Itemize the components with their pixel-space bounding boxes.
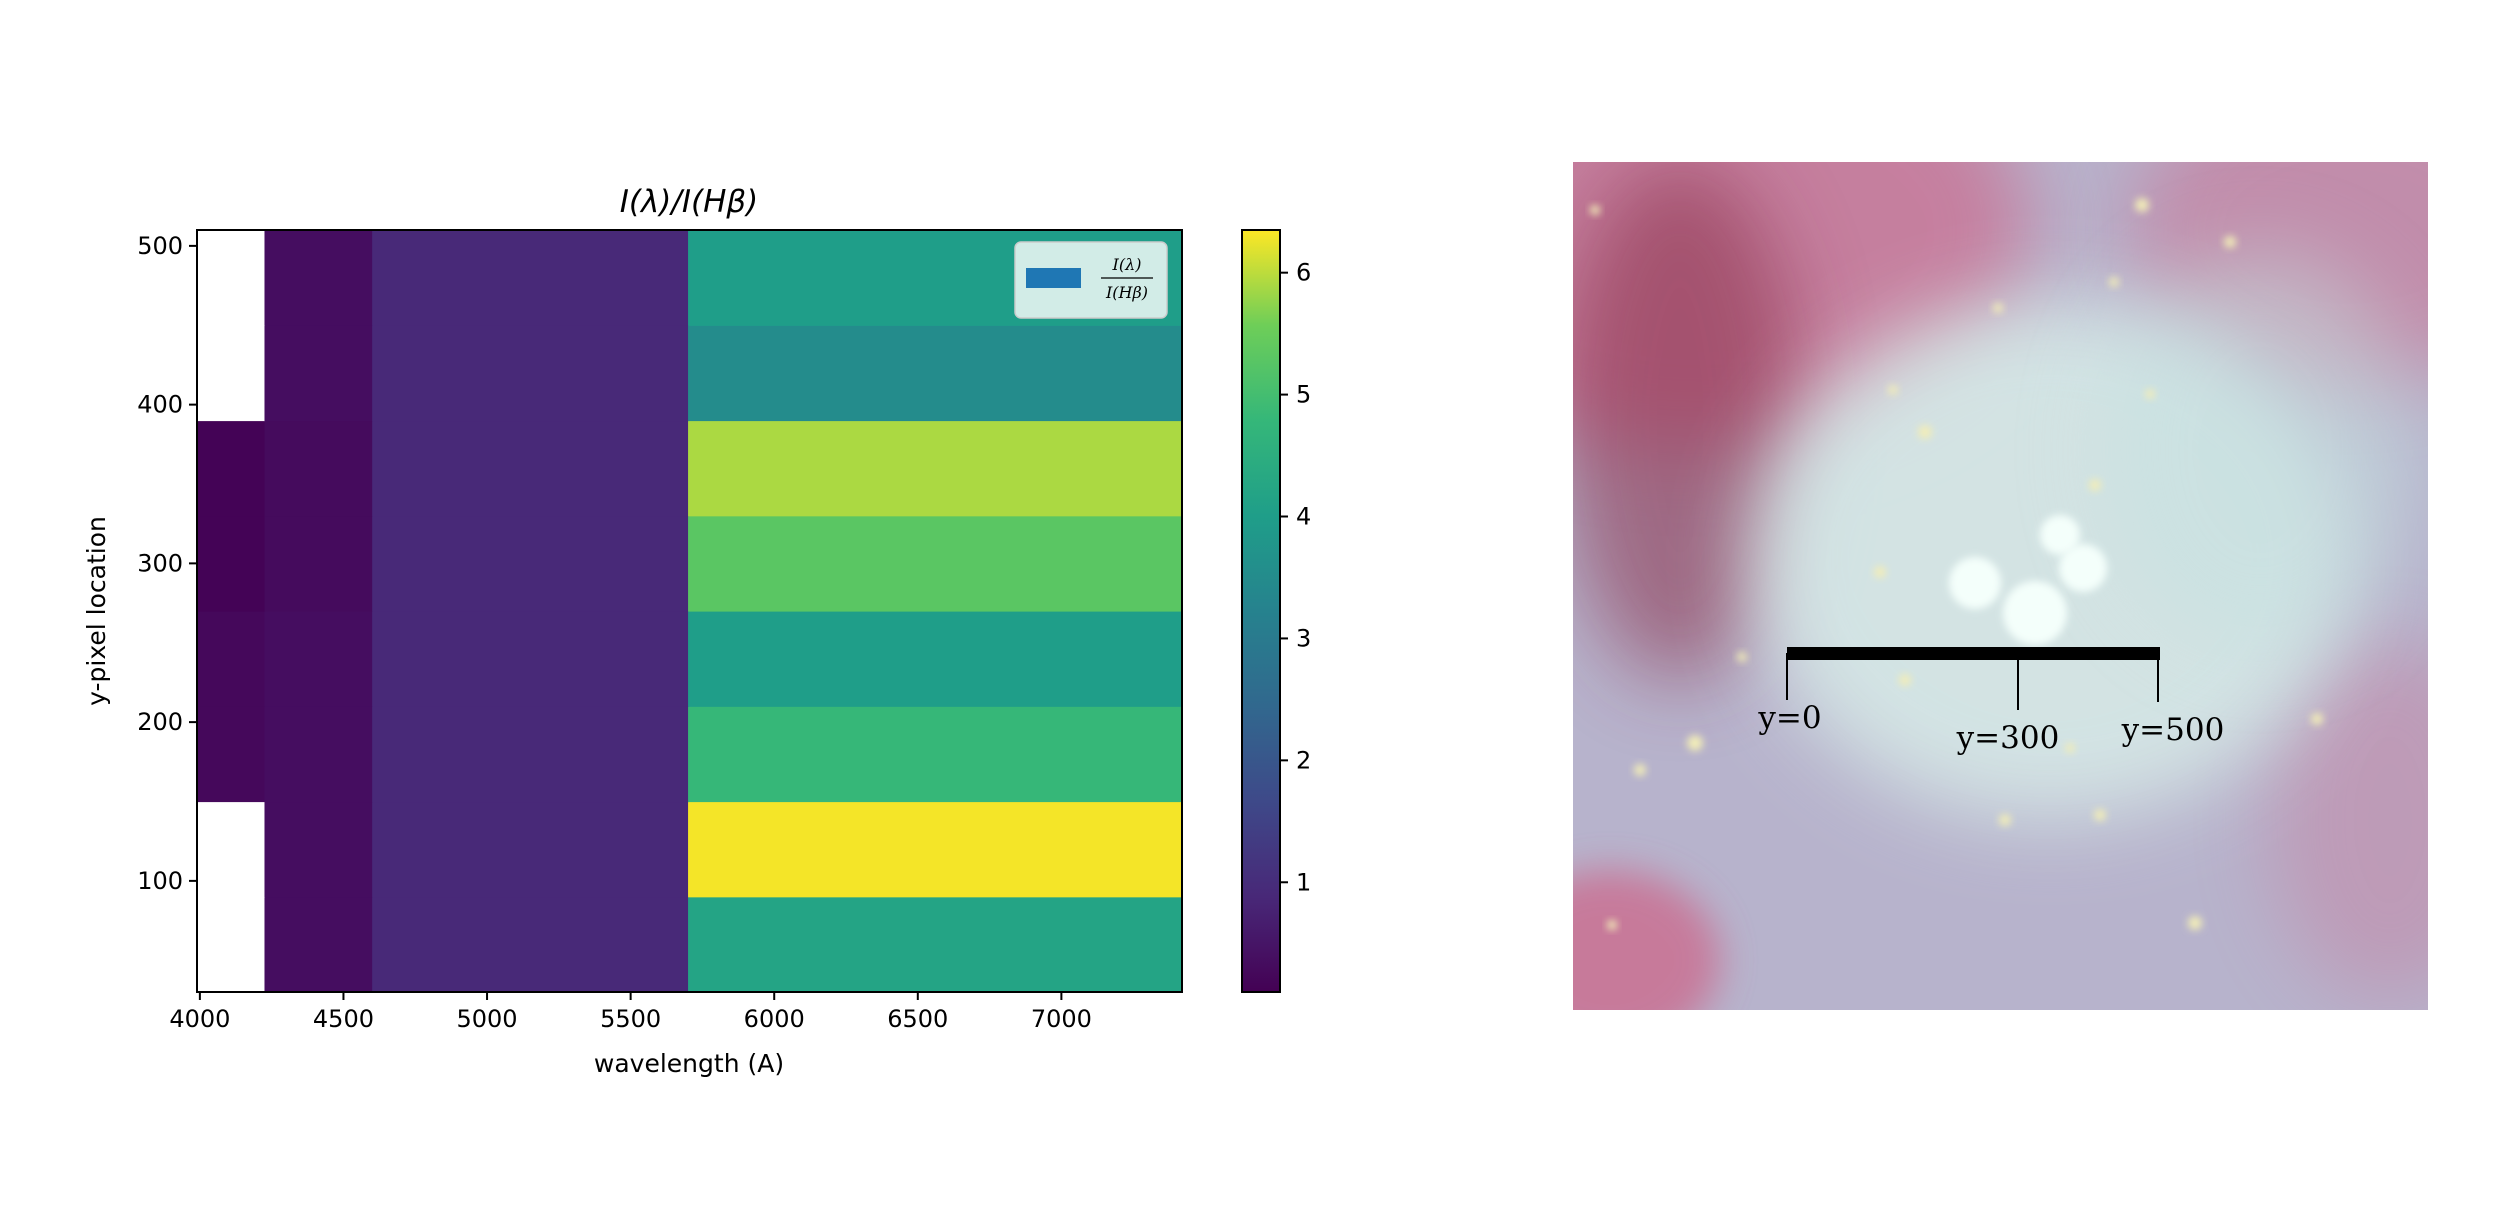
x-tick-label: 5500 [600, 1005, 661, 1033]
colorbar-tick-label: 6 [1296, 259, 1311, 287]
x-tick-label: 6000 [744, 1005, 805, 1033]
heatmap-cell [197, 896, 266, 993]
x-tick-label: 6500 [887, 1005, 948, 1033]
heatmap-cell [264, 230, 373, 326]
heatmap-cell [264, 420, 373, 517]
chart-title: I(λ)/I(Hβ) [620, 184, 759, 220]
heatmap-cell [372, 325, 689, 422]
y-tick-label: 300 [137, 549, 183, 577]
colorbar-tick-label: 5 [1296, 381, 1311, 409]
slit-label-y500: y=500 [2121, 712, 2225, 748]
slit-label-y0: y=0 [1757, 700, 1821, 736]
heatmap-cell [372, 896, 689, 993]
heatmap-cell [688, 515, 1183, 612]
heatmap-cell [197, 611, 266, 707]
heatmap-cell [372, 515, 689, 612]
legend-box [1014, 241, 1168, 319]
heatmap-cell [372, 420, 689, 517]
colorbar: 1 2 3 4 5 6 [1241, 229, 1311, 993]
slit-label-y300: y=300 [1956, 720, 2060, 756]
y-tick-label: 100 [137, 867, 183, 895]
heatmap-cell [197, 230, 266, 326]
heatmap-cell [688, 325, 1183, 422]
heatmap-cell [197, 420, 266, 517]
faint-stars [1590, 198, 2323, 930]
x-axis: 4000 4500 5000 5500 6000 6500 7000 [169, 992, 1092, 1033]
bright-stars [1949, 515, 2107, 645]
x-tick-label: 5000 [457, 1005, 518, 1033]
legend-patch [1026, 268, 1081, 288]
heatmap-cell [197, 325, 266, 422]
x-tick-label: 4500 [313, 1005, 374, 1033]
heatmap-cell [264, 896, 373, 993]
heatmap-cell [264, 801, 373, 898]
colorbar-frame [1241, 229, 1281, 993]
y-tick-label: 400 [137, 391, 183, 419]
heatmap-cell [688, 706, 1183, 803]
colorbar-gradient [1242, 230, 1280, 992]
heatmap-cell [264, 611, 373, 707]
colorbar-tick-label: 4 [1296, 503, 1311, 531]
heatmap-cell [264, 325, 373, 422]
legend-label-denominator: I(Hβ) [1105, 283, 1148, 302]
y-tick-label: 200 [137, 708, 183, 736]
heatmap-cells [197, 230, 1183, 993]
heatmap-cell [264, 706, 373, 803]
heatmap-cell [688, 611, 1183, 707]
x-tick-label: 7000 [1031, 1005, 1092, 1033]
heatmap-cell [688, 896, 1183, 993]
plot-frame [196, 229, 1183, 993]
nebula-image: y=0 y=300 y=500 [1573, 162, 2428, 1010]
heatmap-cell [688, 420, 1183, 517]
colorbar-tick-label: 2 [1296, 746, 1311, 774]
colorbar-tick-label: 1 [1296, 868, 1311, 896]
heatmap-cell [372, 706, 689, 803]
legend: I(λ) I(Hβ) [1014, 241, 1168, 319]
heatmap-cell [197, 801, 266, 898]
heatmap-panel: 4000 4500 5000 5500 6000 6500 7000 100 200 300 40… [82, 184, 1183, 1078]
heatmap-cell [197, 706, 266, 803]
x-axis-title: wavelength (A) [594, 1049, 784, 1078]
heatmap-cell [372, 611, 689, 707]
heatmap-cell [197, 515, 266, 612]
y-tick-label: 500 [137, 232, 183, 260]
y-axis: 100 200 300 400 500 [137, 232, 197, 895]
y-axis-title: y-pixel location [82, 516, 111, 706]
legend-label-numerator: I(λ) [1112, 255, 1142, 274]
heatmap-cell [372, 801, 689, 898]
heatmap-cell [688, 801, 1183, 898]
slit-bar [1787, 647, 2160, 660]
colorbar-tick-label: 3 [1296, 624, 1311, 652]
colorbar-ticks: 1 2 3 4 5 6 [1280, 259, 1311, 896]
heatmap-cell [372, 230, 689, 326]
heatmap-cell [264, 515, 373, 612]
x-tick-label: 4000 [169, 1005, 230, 1033]
